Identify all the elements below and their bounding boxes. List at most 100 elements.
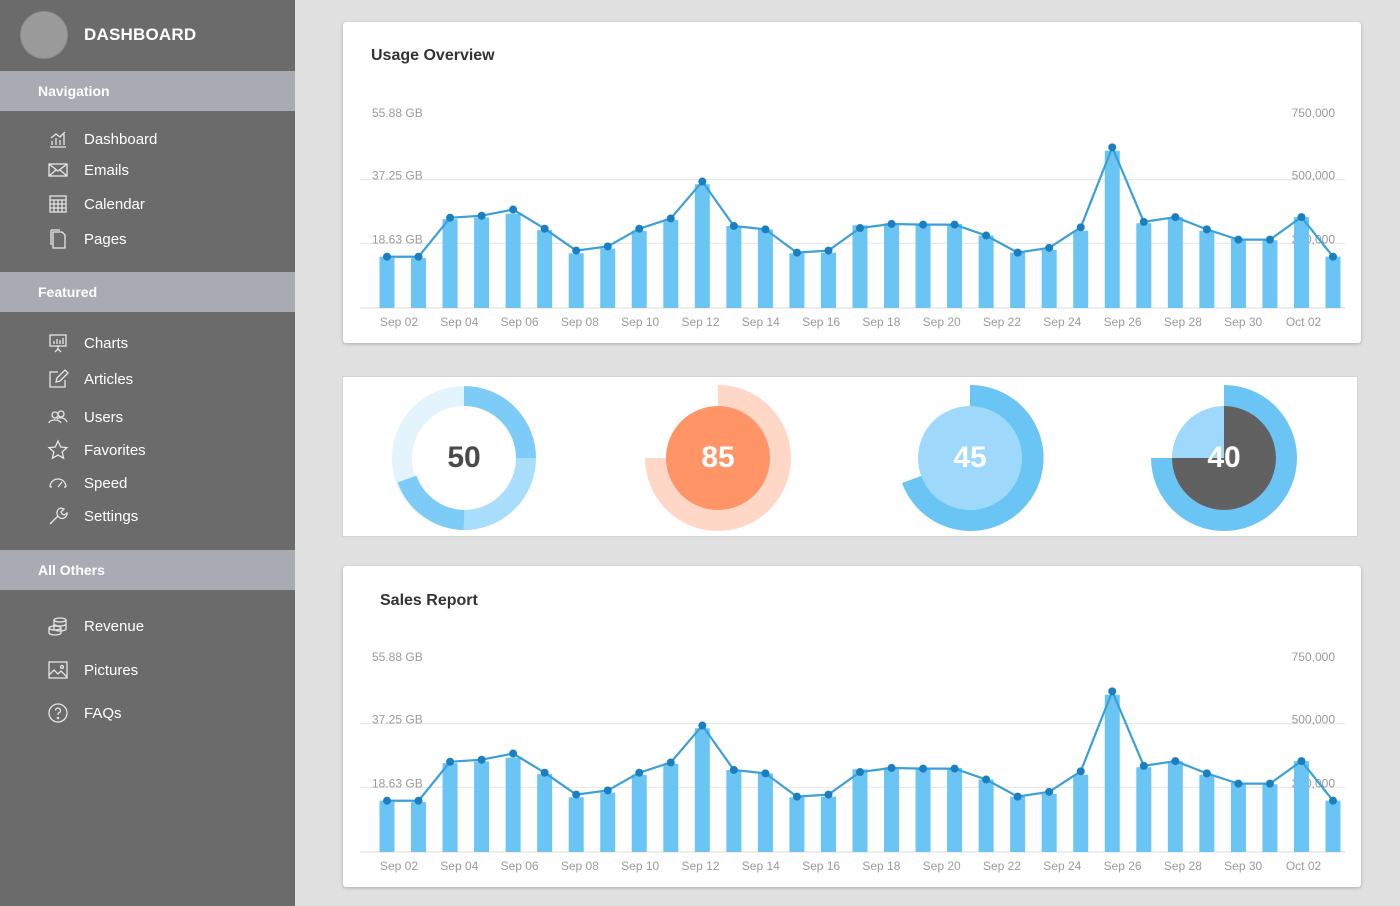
star-icon <box>46 438 70 462</box>
bar <box>1293 761 1309 852</box>
y-tick-label-left: 37.25 GB <box>372 169 423 183</box>
y-tick-label-left: 37.25 GB <box>372 713 423 727</box>
pie-gauge <box>902 384 1044 531</box>
x-tick-label: Sep 02 <box>380 315 418 329</box>
card-title: Sales Report <box>380 592 478 609</box>
line-point <box>572 246 581 255</box>
bar <box>1325 800 1341 852</box>
question-icon <box>46 701 70 725</box>
bar <box>884 767 900 852</box>
line-point <box>603 786 612 795</box>
x-tick-label: Sep 28 <box>1164 859 1202 873</box>
sidebar-item-revenue[interactable]: Revenue <box>46 612 144 640</box>
sidebar-item-charts[interactable]: Charts <box>46 329 128 357</box>
bar <box>442 763 458 852</box>
line-point <box>761 225 770 234</box>
bar <box>978 779 994 852</box>
line-point <box>982 775 991 784</box>
line-point <box>509 749 518 758</box>
wrench-icon <box>46 504 70 528</box>
gauges-card: 50 85 45 40 <box>342 376 1358 537</box>
x-tick-label: Sep 12 <box>681 859 719 873</box>
sales-report-card: Sales Report 55.88 GB 37.25 GB 18.63 GB 750… <box>343 566 1361 887</box>
line-point <box>824 246 833 255</box>
sidebar-item-speed[interactable]: Speed <box>46 469 127 497</box>
edit-icon <box>46 367 70 391</box>
sidebar-item-label: Dashboard <box>84 130 158 148</box>
y-tick-label-right: 500,000 <box>1292 713 1336 727</box>
bar <box>1104 694 1120 852</box>
x-tick-label: Sep 10 <box>621 315 659 329</box>
bar <box>1262 784 1278 852</box>
line-point <box>1139 761 1148 770</box>
bar <box>537 230 553 308</box>
sidebar-item-label: FAQs <box>84 704 122 722</box>
sidebar-item-label: Settings <box>84 507 139 525</box>
line-point <box>729 221 738 230</box>
x-tick-label: Sep 16 <box>802 859 840 873</box>
line-point <box>1297 757 1306 766</box>
line-point <box>1139 217 1148 226</box>
bar <box>915 223 931 308</box>
sidebar-item-label: Speed <box>84 474 128 492</box>
x-tick-label: Sep 24 <box>1043 315 1081 329</box>
gauge-2: 85 <box>643 383 793 533</box>
pages-icon <box>46 227 70 251</box>
sidebar-item-faqs[interactable]: FAQs <box>46 699 122 727</box>
x-tick-label: Sep 20 <box>923 859 961 873</box>
bar <box>442 219 458 308</box>
line-point <box>1108 687 1117 696</box>
line-point <box>540 768 549 777</box>
bar <box>379 800 395 852</box>
envelope-icon <box>46 158 70 182</box>
y-tick-label-left: 55.88 GB <box>372 106 423 120</box>
gauge-value: 40 <box>1207 441 1241 474</box>
sidebar-item-emails[interactable]: Emails <box>46 156 129 184</box>
sidebar-item-settings[interactable]: Settings <box>46 502 138 530</box>
line-point <box>1171 757 1180 766</box>
line-point <box>572 790 581 799</box>
bar <box>789 253 805 308</box>
gauge-value: 45 <box>953 441 987 474</box>
line-point <box>477 211 486 220</box>
sidebar-item-pictures[interactable]: Pictures <box>46 656 138 684</box>
coins-icon <box>46 614 70 638</box>
line-point <box>1045 243 1054 252</box>
x-tick-label: Sep 18 <box>862 859 900 873</box>
sidebar-item-articles[interactable]: Articles <box>46 365 133 393</box>
sidebar-item-dashboard[interactable]: Dashboard <box>46 125 157 153</box>
pie-gauge <box>645 385 791 531</box>
x-tick-label: Sep 02 <box>380 859 418 873</box>
gauge-4: 40 <box>1149 383 1299 533</box>
bar <box>600 792 616 852</box>
bar <box>1199 774 1215 852</box>
line-point <box>666 214 675 223</box>
avatar[interactable] <box>20 11 68 59</box>
x-tick-label: Sep 14 <box>742 315 780 329</box>
line-point <box>666 758 675 767</box>
bar <box>757 773 773 852</box>
x-tick-label: Sep 20 <box>923 315 961 329</box>
sidebar-item-calendar[interactable]: Calendar <box>46 190 145 218</box>
line-point <box>950 764 959 773</box>
bar <box>915 767 931 852</box>
line-point <box>824 790 833 799</box>
line-point <box>1265 235 1274 244</box>
x-tick-label: Sep 12 <box>681 315 719 329</box>
line-point <box>603 242 612 251</box>
line-point <box>887 763 896 772</box>
sidebar-item-pages[interactable]: Pages <box>46 225 127 253</box>
sidebar-item-users[interactable]: Users <box>46 403 123 431</box>
gauge-3: 45 <box>895 383 1045 533</box>
line-point <box>792 792 801 801</box>
line-point <box>856 768 864 777</box>
bar <box>947 223 963 308</box>
sidebar-item-favorites[interactable]: Favorites <box>46 436 146 464</box>
section-all-others: All Others <box>0 550 295 590</box>
line-point <box>1202 769 1211 778</box>
bar <box>1230 238 1246 308</box>
brand-title: DASHBOARD <box>84 25 197 44</box>
sidebar-item-label: Users <box>84 408 124 426</box>
x-tick-label: Sep 06 <box>501 315 539 329</box>
